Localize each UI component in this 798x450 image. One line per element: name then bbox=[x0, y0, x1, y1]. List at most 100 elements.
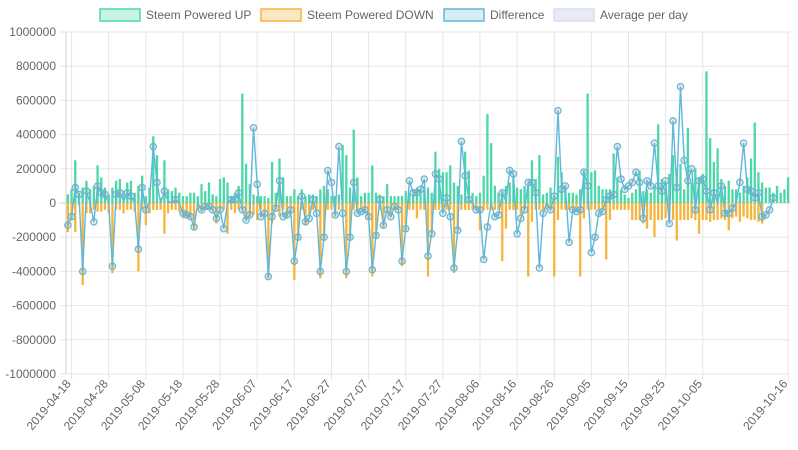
difference-point bbox=[650, 139, 659, 147]
bar-down bbox=[189, 203, 192, 217]
difference-point bbox=[572, 207, 581, 216]
legend-swatch-1 bbox=[260, 8, 302, 22]
bar-down bbox=[400, 203, 404, 267]
bar-down bbox=[304, 203, 307, 226]
difference-point bbox=[550, 192, 559, 200]
difference-point bbox=[706, 206, 714, 214]
difference-point bbox=[78, 267, 87, 276]
difference-point bbox=[724, 209, 733, 218]
difference-point bbox=[661, 176, 670, 185]
difference-point bbox=[750, 194, 759, 202]
difference-point bbox=[279, 212, 288, 221]
difference-point bbox=[253, 180, 262, 188]
bar-down bbox=[74, 203, 77, 233]
difference-point bbox=[342, 267, 351, 276]
bar-down bbox=[671, 203, 675, 221]
difference-point bbox=[606, 192, 614, 200]
bar-down bbox=[423, 203, 426, 210]
difference-point bbox=[231, 195, 239, 204]
bar-up bbox=[411, 194, 415, 203]
bar-up bbox=[111, 187, 114, 203]
difference-point bbox=[208, 206, 217, 214]
bar-up bbox=[657, 124, 660, 203]
bar-down bbox=[619, 203, 623, 210]
bar-down bbox=[352, 203, 355, 210]
difference-point bbox=[717, 182, 726, 190]
bar-down bbox=[675, 203, 678, 241]
bar-up bbox=[475, 196, 478, 203]
bar-down bbox=[88, 203, 92, 214]
bar-up bbox=[668, 173, 671, 203]
difference-point bbox=[320, 233, 328, 242]
bar-up bbox=[541, 194, 545, 203]
bar-up bbox=[634, 189, 638, 203]
y-tick-label: -1000000 bbox=[5, 367, 56, 381]
difference-point bbox=[379, 221, 388, 230]
difference-point bbox=[268, 212, 276, 221]
difference-point bbox=[431, 170, 440, 178]
difference-point bbox=[245, 211, 254, 219]
difference-point bbox=[249, 123, 258, 132]
bar-down bbox=[757, 203, 760, 222]
bar-down bbox=[441, 203, 445, 210]
difference-point bbox=[769, 194, 778, 202]
bar-down bbox=[408, 203, 411, 210]
bar-up bbox=[122, 191, 125, 203]
difference-point bbox=[398, 257, 406, 265]
bar-down bbox=[746, 203, 749, 219]
bar-up bbox=[590, 172, 593, 203]
bar-down bbox=[300, 203, 303, 210]
y-tick-label: -600000 bbox=[12, 299, 56, 313]
bar-up bbox=[501, 191, 504, 203]
bar-up bbox=[738, 192, 742, 203]
bar-up bbox=[545, 192, 548, 203]
y-tick-label: -200000 bbox=[12, 230, 56, 244]
bar-up bbox=[723, 185, 727, 203]
bar-up bbox=[579, 189, 582, 203]
bar-down bbox=[152, 203, 155, 210]
difference-point bbox=[75, 190, 83, 199]
bar-up bbox=[107, 194, 110, 203]
bar-up bbox=[571, 192, 574, 203]
bar-down bbox=[556, 203, 560, 221]
bar-down bbox=[278, 203, 281, 217]
bar-down bbox=[200, 203, 203, 212]
bar-down bbox=[493, 203, 496, 210]
bar-down bbox=[96, 203, 99, 212]
bar-up bbox=[374, 192, 378, 203]
bar-down bbox=[70, 203, 73, 219]
x-axis: 2019-04-182019-04-282019-05-082019-05-18… bbox=[24, 377, 791, 433]
bar-up bbox=[289, 196, 292, 203]
difference-point bbox=[465, 195, 473, 204]
difference-point bbox=[286, 206, 295, 214]
difference-point bbox=[446, 212, 455, 221]
bar-up bbox=[582, 170, 586, 203]
difference-point bbox=[361, 206, 369, 214]
bar-down bbox=[430, 203, 433, 234]
difference-point bbox=[186, 212, 195, 221]
bar-up bbox=[170, 191, 173, 203]
bar-up bbox=[549, 187, 552, 203]
bar-down bbox=[460, 203, 463, 210]
bar-up bbox=[274, 192, 277, 203]
difference-point bbox=[160, 187, 169, 195]
difference-point bbox=[364, 212, 373, 221]
bar-up bbox=[671, 155, 675, 203]
bar-down bbox=[482, 203, 485, 210]
bar-down bbox=[660, 203, 664, 221]
difference-point bbox=[639, 214, 648, 223]
bar-up bbox=[81, 187, 84, 203]
bar-up bbox=[215, 196, 218, 203]
difference-point bbox=[309, 195, 317, 204]
bar-down bbox=[627, 203, 630, 210]
bar-up bbox=[519, 189, 522, 203]
bar-up bbox=[757, 172, 760, 203]
bar-down bbox=[445, 203, 448, 210]
difference-point bbox=[420, 175, 429, 183]
bar-down bbox=[159, 203, 162, 210]
bar-up bbox=[207, 182, 211, 203]
bar-up bbox=[337, 194, 341, 203]
bar-down bbox=[129, 203, 133, 210]
difference-point bbox=[698, 175, 707, 183]
